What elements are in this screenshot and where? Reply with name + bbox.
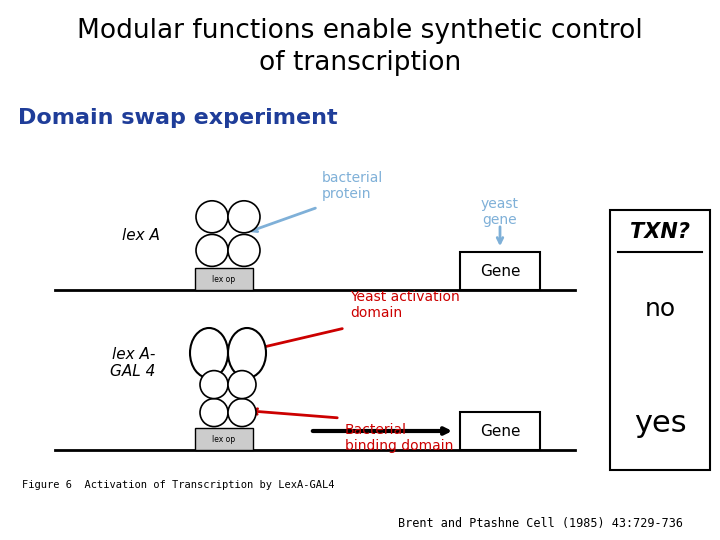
Text: lex A-
GAL 4: lex A- GAL 4 bbox=[109, 347, 155, 379]
Circle shape bbox=[228, 370, 256, 399]
Text: lex op: lex op bbox=[212, 435, 235, 443]
Text: Yeast activation
domain: Yeast activation domain bbox=[350, 290, 460, 320]
Text: Gene: Gene bbox=[480, 423, 521, 438]
Text: yes: yes bbox=[634, 409, 686, 438]
Text: Modular functions enable synthetic control: Modular functions enable synthetic contr… bbox=[77, 18, 643, 44]
Bar bbox=[460, 252, 540, 290]
Ellipse shape bbox=[190, 328, 228, 378]
Text: lex A: lex A bbox=[122, 228, 160, 244]
Text: Domain swap experiment: Domain swap experiment bbox=[18, 108, 338, 128]
Text: of transcription: of transcription bbox=[259, 50, 461, 76]
Circle shape bbox=[228, 201, 260, 233]
Text: lex op: lex op bbox=[212, 274, 235, 284]
Circle shape bbox=[228, 234, 260, 266]
Text: Gene: Gene bbox=[480, 264, 521, 279]
Text: yeast
gene: yeast gene bbox=[481, 197, 519, 227]
Circle shape bbox=[196, 201, 228, 233]
Bar bbox=[195, 268, 253, 290]
Text: Brent and Ptashne Cell (1985) 43:729-736: Brent and Ptashne Cell (1985) 43:729-736 bbox=[397, 517, 683, 530]
Bar bbox=[610, 210, 710, 470]
Circle shape bbox=[200, 399, 228, 427]
Circle shape bbox=[228, 399, 256, 427]
Text: bacterial
protein: bacterial protein bbox=[322, 171, 383, 201]
Text: TXN?: TXN? bbox=[630, 222, 690, 242]
Text: Figure 6  Activation of Transcription by LexA-GAL4: Figure 6 Activation of Transcription by … bbox=[22, 480, 335, 490]
Circle shape bbox=[196, 234, 228, 266]
Circle shape bbox=[200, 370, 228, 399]
Text: Bacterial
binding domain: Bacterial binding domain bbox=[345, 423, 454, 453]
Text: no: no bbox=[644, 297, 675, 321]
Bar bbox=[195, 428, 253, 450]
Ellipse shape bbox=[228, 328, 266, 378]
Bar bbox=[460, 412, 540, 450]
